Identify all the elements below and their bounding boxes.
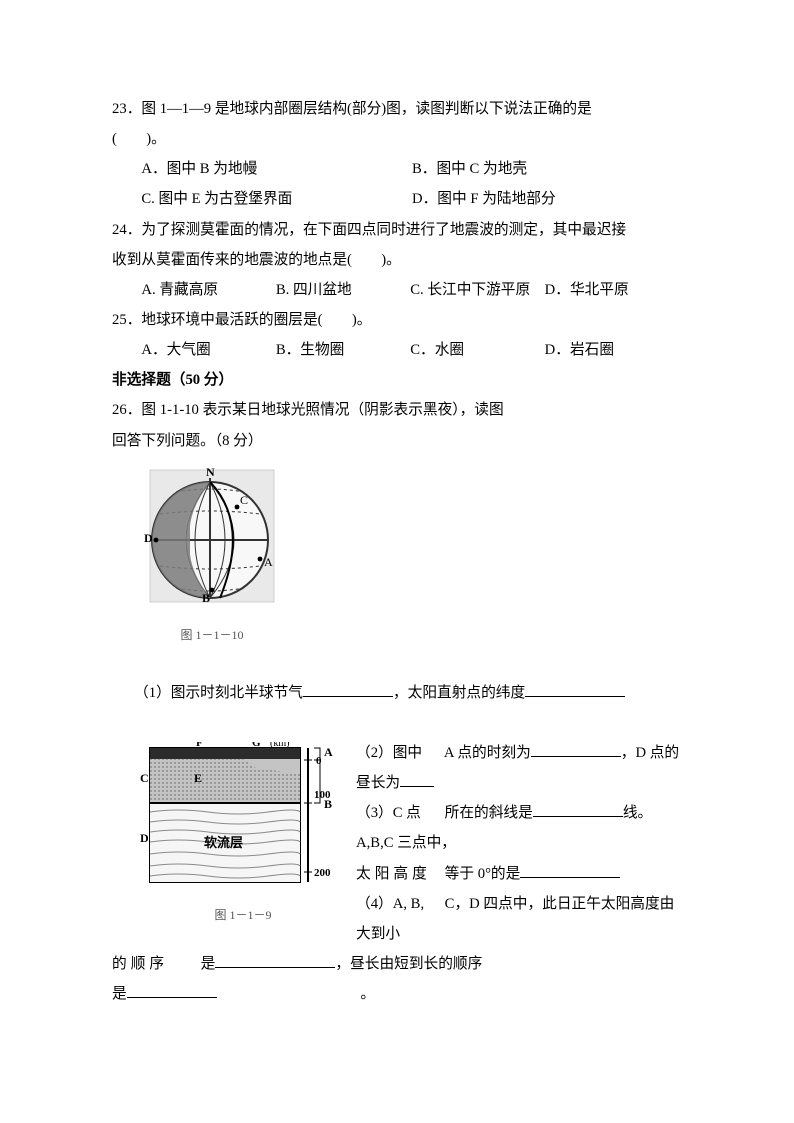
globe-diagram: N C D A B bbox=[142, 464, 282, 614]
svg-text:软流层: 软流层 bbox=[204, 835, 243, 850]
globe-label-D: D bbox=[144, 531, 153, 545]
q26-p4bR-pre: 是 bbox=[201, 956, 216, 972]
blank[interactable] bbox=[533, 800, 623, 817]
q25-optB: B．生物圈 bbox=[276, 335, 403, 365]
layers-figure-block: F G (km) E C D 软流层 A 0 B 100 200 图 1－1－9 bbox=[138, 742, 348, 924]
q24-options: A. 青藏高原 B. 四川盆地 C. 长江中下游平原 D．华北平原 bbox=[112, 275, 682, 305]
q26-p3b-right: 等于 0°的是 bbox=[445, 866, 521, 882]
q23-stem-l2: ( )。 bbox=[112, 124, 682, 154]
q24-optC: C. 长江中下游平原 bbox=[410, 275, 537, 305]
q26-p4bR-post: ，昼长由短到长的顺序 bbox=[335, 956, 482, 972]
q25-options: A．大气圈 B．生物圈 C．水圈 D．岩石圈 bbox=[112, 335, 682, 365]
q23-stem-l1: 23．图 1—1—9 是地球内部圈层结构(部分)图，读图判断以下说法正确的是 bbox=[112, 94, 682, 124]
q26-p5-pre: 是 bbox=[112, 986, 127, 1002]
svg-text:0: 0 bbox=[316, 755, 322, 767]
section-header: 非选择题（50 分） bbox=[112, 365, 682, 395]
q26-p4b-pre: 的顺序 bbox=[112, 949, 197, 979]
svg-text:200: 200 bbox=[314, 867, 331, 879]
blank[interactable] bbox=[520, 860, 620, 877]
svg-text:A: A bbox=[324, 745, 333, 759]
svg-text:100: 100 bbox=[314, 789, 331, 801]
svg-text:C: C bbox=[140, 771, 149, 785]
svg-text:G: G bbox=[252, 742, 261, 749]
layers-caption: 图 1－1－9 bbox=[138, 903, 348, 924]
q23-optC: C. 图中 E 为古登堡界面 bbox=[141, 184, 401, 214]
q24-optA: A. 青藏高原 bbox=[141, 275, 268, 305]
q26-stem-l1: 26．图 1-1-10 表示某日地球光照情况（阴影表示黑夜），读图 bbox=[112, 395, 682, 425]
blank[interactable] bbox=[303, 680, 393, 697]
svg-text:F: F bbox=[196, 742, 203, 749]
q24-optB: B. 四川盆地 bbox=[276, 275, 403, 305]
blank[interactable] bbox=[525, 680, 625, 697]
q24-stem-l1: 24．为了探测莫霍面的情况，在下面四点同时进行了地震波的测定，其中最迟接 bbox=[112, 215, 682, 245]
blank[interactable] bbox=[127, 981, 217, 998]
blank[interactable] bbox=[215, 951, 335, 968]
blank[interactable] bbox=[531, 740, 621, 757]
q25-optD: D．岩石圈 bbox=[545, 335, 672, 365]
globe-figure-block: N C D A B 图 1－1－10 bbox=[112, 456, 682, 648]
blank[interactable] bbox=[400, 770, 434, 787]
globe-caption: 图 1－1－10 bbox=[142, 625, 282, 644]
q26-flow: F G (km) E C D 软流层 A 0 B 100 200 图 1－1－9… bbox=[112, 738, 682, 1009]
globe-label-C: C bbox=[240, 493, 248, 507]
layers-diagram: F G (km) E C D 软流层 A 0 B 100 200 bbox=[138, 742, 348, 892]
q24-stem-l2: 收到从莫霍面传来的地震波的地点是( )。 bbox=[112, 245, 682, 275]
q26-part5: 是 。 bbox=[112, 979, 682, 1009]
globe-label-N: N bbox=[206, 465, 215, 479]
q26-stem-l2: 回答下列问题。（8 分） bbox=[112, 426, 682, 456]
q23-options-row1: A．图中 B 为地幔 B．图中 C 为地壳 bbox=[112, 154, 682, 184]
svg-text:(km): (km) bbox=[270, 742, 289, 749]
q26-p5-post: 。 bbox=[220, 986, 375, 1002]
q26-part4b: 的顺序 是 ，昼长由短到长的顺序 bbox=[112, 949, 682, 979]
q26-p2-pre: （2）图中 bbox=[356, 738, 441, 768]
q26-p1-pre: （1）图示时刻北半球节气 bbox=[134, 685, 303, 701]
q24-optD: D．华北平原 bbox=[545, 275, 672, 305]
exam-page: 23．图 1—1—9 是地球内部圈层结构(部分)图，读图判断以下说法正确的是 (… bbox=[0, 0, 794, 1009]
svg-text:D: D bbox=[140, 831, 149, 845]
q25-optA: A．大气圈 bbox=[141, 335, 268, 365]
q26-p3-mid: 所在的斜线是 bbox=[445, 805, 533, 821]
q25-optC: C．水圈 bbox=[410, 335, 537, 365]
q23-options-row2: C. 图中 E 为古登堡界面 D．图中 F 为陆地部分 bbox=[112, 184, 682, 214]
globe-label-B: B bbox=[202, 591, 210, 605]
globe-label-A: A bbox=[264, 555, 273, 569]
q26-p1-mid: ，太阳直射点的纬度 bbox=[393, 685, 525, 701]
q25-stem: 25．地球环境中最活跃的圈层是( )。 bbox=[112, 305, 682, 335]
svg-text:E: E bbox=[194, 771, 202, 785]
q23-optD: D．图中 F 为陆地部分 bbox=[412, 184, 672, 214]
q23-optB: B．图中 C 为地壳 bbox=[412, 154, 672, 184]
q26-part1: （1）图示时刻北半球节气 ，太阳直射点的纬度 bbox=[112, 648, 682, 738]
q26-p3-pre: （3）C 点 bbox=[356, 798, 441, 828]
q26-p3b-pre: 太阳高度 bbox=[356, 859, 441, 889]
q26-p2-mid: A 点的时刻为 bbox=[444, 745, 531, 761]
q26-p4-pre: （4）A, B, bbox=[356, 889, 441, 919]
q23-optA: A．图中 B 为地幔 bbox=[141, 154, 401, 184]
